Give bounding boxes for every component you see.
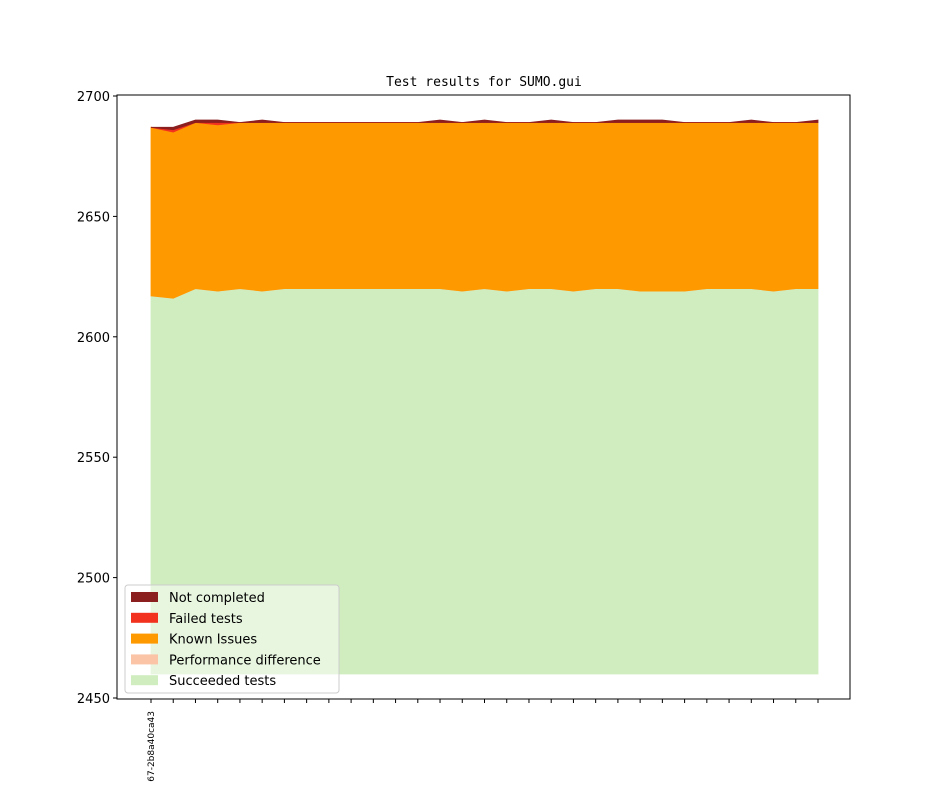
legend-label: Not completed	[169, 591, 265, 606]
area	[150, 122, 819, 299]
legend: Not completed Failed tests Known Issues Per…	[124, 584, 340, 694]
legend-swatch	[131, 612, 158, 623]
legend-swatch	[131, 592, 158, 602]
legend-label: Failed tests	[169, 612, 243, 627]
y-tick-label: 2500	[77, 572, 110, 587]
y-tick-label: 2700	[77, 90, 110, 105]
legend-swatch	[131, 675, 158, 686]
chart-title: Test results for SUMO.gui	[386, 75, 582, 90]
legend-label: Known Issues	[169, 633, 257, 648]
y-tick-label: 2450	[77, 692, 110, 707]
legend-swatch	[131, 633, 158, 644]
area	[150, 119, 819, 131]
axes-frame	[116, 94, 851, 700]
x-tick-label: 67-2b8a40ca43	[147, 711, 157, 782]
legend-swatch	[131, 654, 158, 665]
legend-label: Performance difference	[169, 653, 321, 668]
legend-box	[124, 584, 340, 694]
y-tick-label: 2600	[77, 331, 110, 346]
plot-area	[150, 119, 819, 675]
y-tick-label: 2650	[77, 210, 110, 225]
y-tick-label: 2550	[77, 451, 110, 466]
legend-label: Succeeded tests	[169, 674, 276, 689]
